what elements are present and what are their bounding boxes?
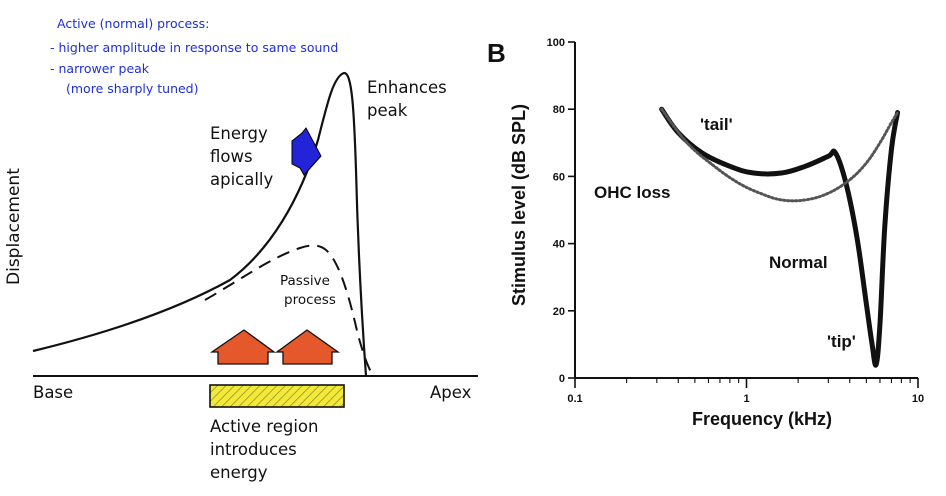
tip-label: 'tip' <box>827 332 856 351</box>
base-label: Base <box>33 383 73 402</box>
panel-b-tuning-curve-chart: B 0 20 40 60 80 100 0.1 1 10 Stimulus level (dB… <box>487 37 924 429</box>
energy-input-arrow-icon-left <box>212 330 274 364</box>
active-process-note-title: Active (normal) process: <box>57 16 209 31</box>
active-displacement-curve <box>33 73 366 376</box>
active-process-note-line2: - narrower peak <box>50 61 150 76</box>
y-tick-label: 60 <box>553 171 565 183</box>
apical-energy-flow-arrow-icon <box>292 128 321 175</box>
y-tick-label: 0 <box>559 373 565 385</box>
active-region-box <box>210 385 344 407</box>
energy-input-arrow-icon-right <box>277 330 338 364</box>
active-process-note-line3: (more sharply tuned) <box>66 81 199 96</box>
y-tick-label: 80 <box>553 104 565 116</box>
y-tick-label: 100 <box>547 37 565 49</box>
tuning-curves <box>662 109 898 365</box>
energy-flows-label-line2: flows <box>210 147 253 166</box>
panel-a-cochlear-amplifier-diagram: Active (normal) process: - higher amplit… <box>4 16 478 482</box>
passive-process-label-line1: Passive <box>280 273 330 289</box>
active-region-label-line2: introduces <box>210 440 297 459</box>
ohc-loss-curve <box>662 109 898 201</box>
apex-label: Apex <box>430 383 472 402</box>
tail-label: 'tail' <box>700 115 733 134</box>
x-axis-ticks: 0.1 1 10 <box>567 378 924 405</box>
passive-process-label-line2: process <box>284 292 336 308</box>
panel-b-letter: B <box>487 38 506 68</box>
y-tick-label: 40 <box>553 239 565 251</box>
x-tick-label: 1 <box>743 393 749 405</box>
active-region-label-line3: energy <box>210 463 268 482</box>
enhances-peak-label-line1: Enhances <box>367 78 447 97</box>
y-tick-label: 20 <box>553 306 565 318</box>
ohc-loss-label: OHC loss <box>594 183 671 202</box>
enhances-peak-label-line2: peak <box>367 101 408 120</box>
x-tick-label: 0.1 <box>567 393 582 405</box>
energy-flows-label-line1: Energy <box>210 124 268 143</box>
stimulus-level-axis-label: Stimulus level (dB SPL) <box>509 104 529 306</box>
normal-label: Normal <box>769 253 828 272</box>
normal-curve <box>662 109 898 365</box>
y-axis-ticks: 0 20 40 60 80 100 <box>547 37 575 385</box>
frequency-axis-label: Frequency (kHz) <box>692 409 832 429</box>
active-process-note-line1: - higher amplitude in response to same s… <box>50 40 338 55</box>
displacement-axis-label: Displacement <box>4 168 24 285</box>
energy-flows-label-line3: apically <box>210 170 274 189</box>
x-tick-label: 10 <box>912 393 924 405</box>
active-region-label-line1: Active region <box>210 417 318 436</box>
